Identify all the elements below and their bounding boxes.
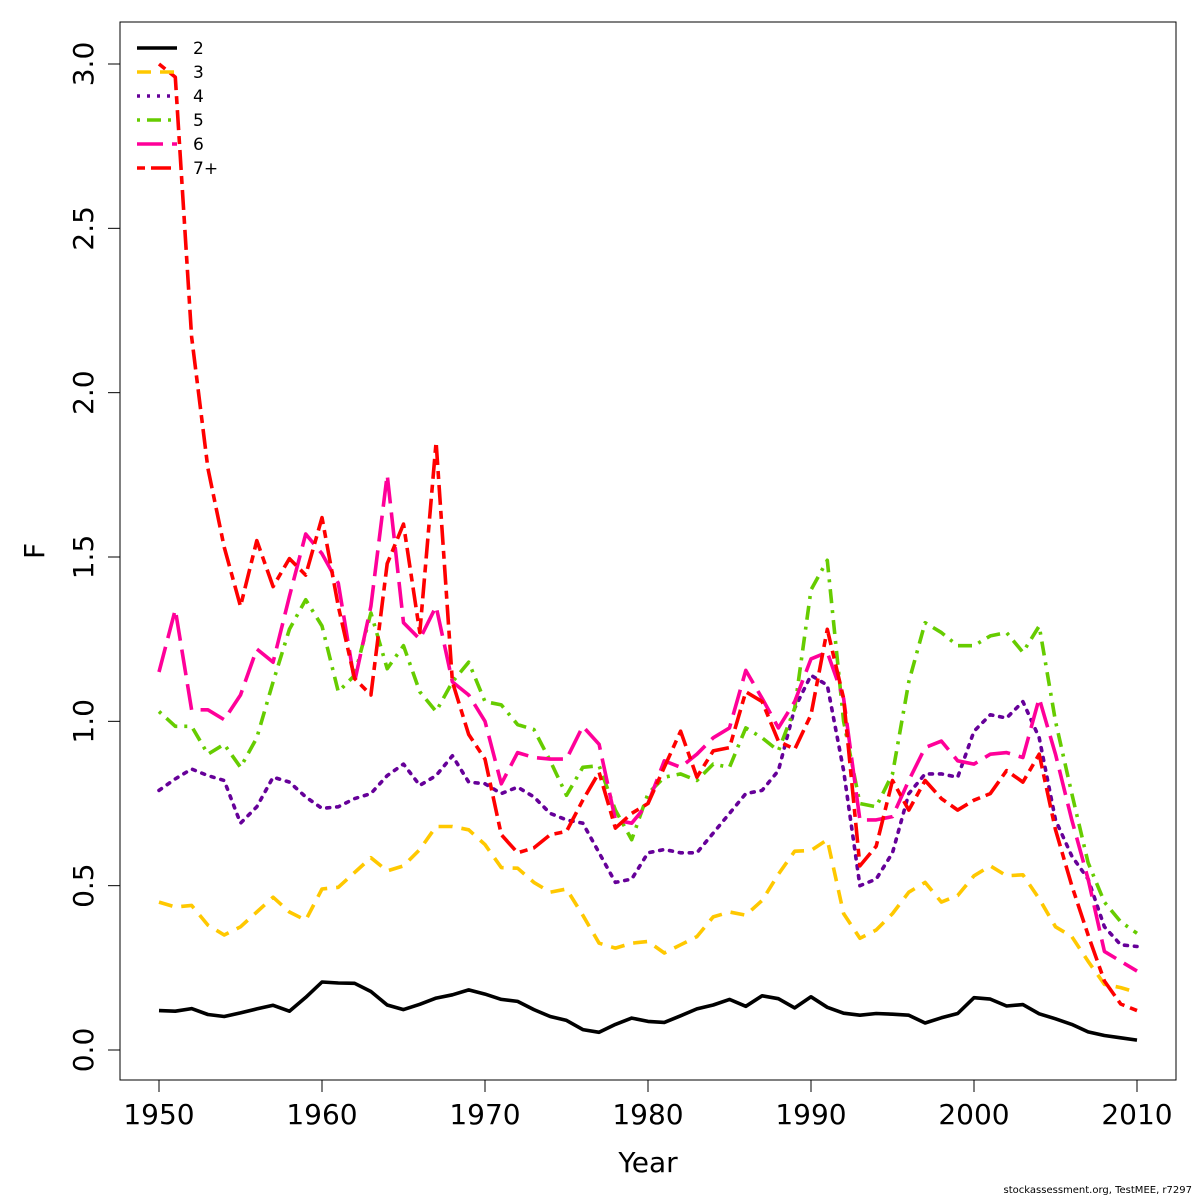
- x-axis-label: Year: [617, 1146, 678, 1179]
- plot-frame: [119, 21, 1177, 1081]
- series-line-2: [158, 980, 1138, 1042]
- legend-label: 4: [193, 87, 204, 107]
- series-line-3: [158, 824, 1138, 995]
- series-line-6: [157, 472, 1138, 973]
- y-tick-label: 3.0: [67, 42, 100, 87]
- legend: 2 3 4 5 6 7+: [137, 39, 218, 179]
- y-tick-label: 1.5: [67, 535, 100, 580]
- legend-label: 2: [193, 39, 204, 59]
- y-axis: 0.0 0.5 1.0 1.5 2.0 2.5 3.0: [67, 42, 121, 1073]
- x-tick-label: 1970: [449, 1098, 520, 1131]
- y-tick-label: 0.5: [67, 863, 100, 908]
- series-layer: [157, 62, 1139, 1042]
- legend-label: 7+: [193, 159, 218, 179]
- series-line-5: [157, 558, 1139, 935]
- x-tick-label: 2000: [938, 1098, 1009, 1131]
- x-tick-label: 1950: [123, 1098, 194, 1131]
- y-tick-label: 1.0: [67, 699, 100, 744]
- series-line-7plus: [157, 62, 1138, 1013]
- x-tick-label: 1990: [775, 1098, 846, 1131]
- y-axis-label: F: [18, 543, 51, 559]
- legend-label: 3: [193, 63, 204, 83]
- credit-text: stockassessment.org, TestMEE, r7297: [1003, 1185, 1192, 1196]
- legend-label: 5: [193, 111, 204, 131]
- x-tick-label: 1980: [612, 1098, 683, 1131]
- y-tick-label: 0.0: [67, 1028, 100, 1073]
- y-tick-label: 2.5: [67, 206, 100, 251]
- series-line-4: [157, 673, 1139, 949]
- legend-label: 6: [193, 135, 204, 155]
- y-tick-label: 2.0: [67, 370, 100, 415]
- x-tick-label: 1960: [286, 1098, 357, 1131]
- x-axis: 1950 1960 1970 1980 1990 2000 2010: [123, 1079, 1173, 1131]
- x-tick-label: 2010: [1101, 1098, 1172, 1131]
